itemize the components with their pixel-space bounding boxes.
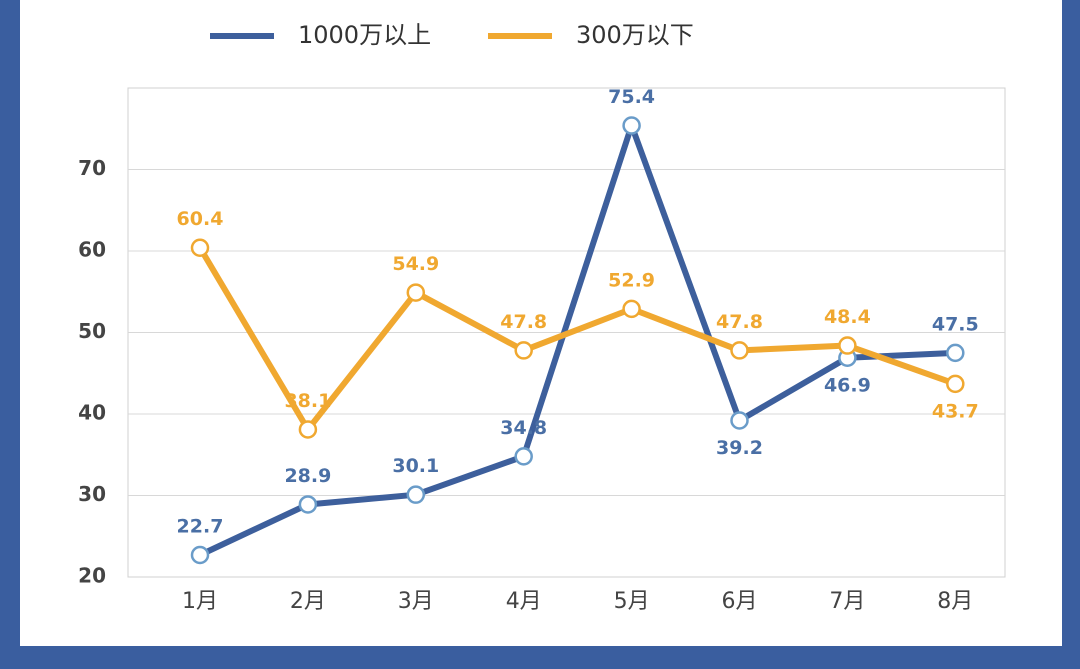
x-tick-label: 1月 — [182, 589, 218, 614]
data-label: 46.9 — [824, 374, 871, 396]
point-marker — [946, 374, 965, 394]
point-marker — [514, 341, 533, 360]
data-label: 48.4 — [824, 306, 871, 328]
data-label: 22.7 — [177, 515, 224, 537]
point-marker — [406, 283, 426, 302]
point-marker — [298, 495, 318, 514]
data-label: 47.5 — [932, 313, 979, 335]
point-marker — [730, 341, 749, 360]
point-marker — [298, 420, 318, 439]
legend-label: 1000万以上 — [298, 21, 431, 49]
y-tick-label: 20 — [78, 564, 106, 588]
x-tick-label: 3月 — [398, 589, 434, 614]
data-label: 30.1 — [392, 455, 439, 477]
y-tick-label: 40 — [78, 401, 106, 425]
point-marker — [622, 116, 641, 135]
data-label: 47.8 — [500, 311, 547, 333]
data-label: 52.9 — [608, 269, 655, 291]
point-marker — [838, 336, 857, 355]
point-marker — [190, 238, 210, 257]
data-label: 38.1 — [284, 390, 331, 412]
y-tick-label: 30 — [78, 482, 106, 506]
x-tick-label: 2月 — [290, 589, 326, 614]
data-label: 75.4 — [608, 86, 655, 108]
data-label: 54.9 — [392, 253, 439, 275]
data-label: 34.8 — [500, 417, 547, 439]
data-label: 60.4 — [177, 208, 224, 230]
point-marker — [730, 411, 749, 430]
x-tick-label: 6月 — [722, 589, 758, 614]
data-label: 39.2 — [716, 437, 763, 459]
legend-label: 300万以下 — [576, 21, 694, 49]
data-label: 47.8 — [716, 311, 763, 333]
point-marker — [514, 447, 533, 466]
point-marker — [190, 545, 210, 565]
panel — [20, 0, 1062, 646]
point-marker — [406, 485, 426, 504]
series-line — [198, 122, 956, 558]
y-tick-label: 60 — [78, 238, 106, 262]
x-tick-label: 5月 — [614, 589, 650, 614]
point-marker — [946, 343, 965, 363]
x-tick-label: 8月 — [937, 589, 973, 614]
data-label: 28.9 — [284, 465, 331, 487]
y-tick-label: 70 — [78, 156, 106, 180]
series-line — [197, 246, 957, 433]
x-tick-label: 7月 — [829, 589, 865, 614]
point-marker — [622, 299, 641, 319]
x-tick-label: 4月 — [506, 589, 542, 614]
data-label: 43.7 — [932, 400, 979, 422]
y-tick-label: 50 — [78, 319, 106, 343]
